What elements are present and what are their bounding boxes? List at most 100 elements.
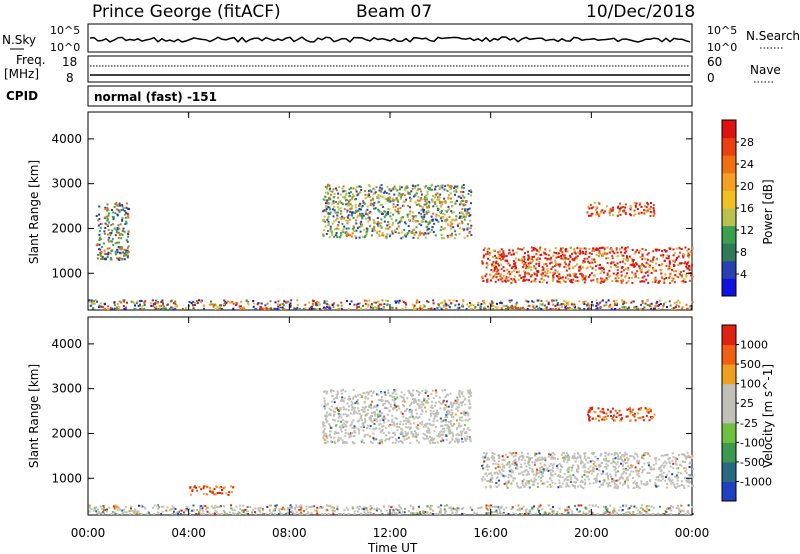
- scatter-cell: [597, 506, 599, 508]
- scatter-cell: [659, 506, 661, 508]
- scatter-cell: [679, 262, 681, 264]
- scatter-cell: [406, 397, 408, 399]
- scatter-cell: [487, 253, 489, 255]
- scatter-cell: [434, 196, 436, 198]
- scatter-cell: [353, 435, 355, 437]
- scatter-cell: [427, 223, 429, 225]
- scatter-cell: [367, 398, 369, 400]
- scatter-cell: [503, 508, 505, 510]
- scatter-cell: [527, 254, 529, 256]
- scatter-cell: [111, 230, 113, 232]
- scatter-cell: [223, 300, 225, 302]
- scatter-cell: [569, 274, 571, 276]
- scatter-cell: [686, 472, 688, 474]
- scatter-cell: [445, 510, 447, 512]
- scatter-cell: [421, 390, 423, 392]
- scatter-cell: [436, 307, 438, 309]
- scatter-cell: [625, 203, 627, 205]
- scatter-cell: [334, 193, 336, 195]
- scatter-cell: [568, 512, 570, 514]
- scatter-cell: [381, 412, 383, 414]
- scatter-cell: [523, 506, 525, 508]
- scatter-cell: [117, 303, 119, 305]
- scatter-cell: [311, 306, 313, 308]
- scatter-cell: [449, 507, 451, 509]
- scatter-cell: [632, 249, 634, 251]
- nave-label: Nave: [750, 63, 781, 77]
- scatter-cell: [416, 226, 418, 228]
- scatter-cell: [461, 222, 463, 224]
- scatter-cell: [114, 203, 116, 205]
- scatter-cell: [673, 260, 675, 262]
- scatter-cell: [660, 273, 662, 275]
- scatter-cell: [562, 476, 564, 478]
- scatter-cell: [556, 280, 558, 282]
- scatter-cell: [515, 452, 517, 454]
- scatter-cell: [627, 267, 629, 269]
- scatter-cell: [463, 214, 465, 216]
- scatter-cell: [383, 303, 385, 305]
- scatter-cell: [395, 219, 397, 221]
- scatter-cell: [539, 506, 541, 508]
- scatter-cell: [450, 302, 452, 304]
- scatter-cell: [396, 440, 398, 442]
- scatter-cell: [252, 300, 254, 302]
- scatter-cell: [344, 390, 346, 392]
- scatter-cell: [465, 419, 467, 421]
- scatter-cell: [405, 417, 407, 419]
- scatter-cell: [338, 186, 340, 188]
- scatter-cell: [325, 433, 327, 435]
- scatter-cell: [599, 247, 601, 249]
- scatter-cell: [341, 431, 343, 433]
- scatter-cell: [647, 275, 649, 277]
- scatter-cell: [498, 484, 500, 486]
- scatter-cell: [329, 188, 331, 190]
- scatter-cell: [683, 270, 685, 272]
- scatter-cell: [692, 247, 694, 249]
- scatter-cell: [559, 513, 561, 515]
- scatter-cell: [226, 513, 228, 515]
- scatter-cell: [116, 231, 118, 233]
- scatter-cell: [658, 282, 660, 284]
- scatter-cell: [685, 281, 687, 283]
- scatter-cell: [619, 452, 621, 454]
- scatter-cell: [592, 279, 594, 281]
- scatter-cell: [548, 453, 550, 455]
- scatter-cell: [652, 281, 654, 283]
- scatter-cell: [373, 433, 375, 435]
- scatter-cell: [196, 300, 198, 302]
- scatter-cell: [647, 300, 649, 302]
- scatter-cell: [439, 187, 441, 189]
- scatter-cell: [515, 267, 517, 269]
- scatter-cell: [534, 461, 536, 463]
- scatter-cell: [614, 308, 616, 310]
- scatter-cell: [417, 434, 419, 436]
- scatter-cell: [563, 300, 565, 302]
- scatter-cell: [366, 213, 368, 215]
- scatter-cell: [407, 205, 409, 207]
- scatter-cell: [650, 206, 652, 208]
- scatter-cell: [373, 423, 375, 425]
- scatter-cell: [625, 469, 627, 471]
- scatter-cell: [617, 456, 619, 458]
- scatter-cell: [595, 456, 597, 458]
- scatter-cell: [539, 457, 541, 459]
- scatter-cell: [368, 217, 370, 219]
- scatter-cell: [604, 248, 606, 250]
- scatter-cell: [172, 307, 174, 309]
- scatter-cell: [562, 276, 564, 278]
- scatter-cell: [350, 435, 352, 437]
- scatter-cell: [449, 216, 451, 218]
- scatter-cell: [98, 225, 100, 227]
- scatter-cell: [582, 262, 584, 264]
- scatter-cell: [198, 513, 200, 515]
- scatter-cell: [460, 212, 462, 214]
- scatter-cell: [329, 236, 331, 238]
- scatter-cell: [352, 187, 354, 189]
- scatter-cell: [298, 506, 300, 508]
- scatter-cell: [438, 199, 440, 201]
- scatter-cell: [107, 308, 109, 310]
- scatter-cell: [524, 262, 526, 264]
- scatter-cell: [371, 420, 373, 422]
- scatter-cell: [488, 505, 490, 507]
